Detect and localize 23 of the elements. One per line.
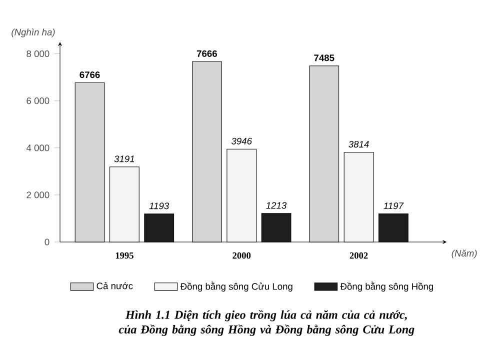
y-tick-label: 2 000 — [26, 192, 50, 198]
y-tick-label: 4 000 — [26, 144, 50, 152]
y-tick-label: 8 000 — [26, 50, 50, 58]
legend-label: Đồng bằng sông Hồng — [340, 282, 434, 292]
y-axis-title: (Nghìn ha) — [12, 28, 55, 38]
x-tick-label: 2002 — [350, 252, 368, 259]
y-tick-label: 6 000 — [26, 98, 50, 104]
legend-label: Cả nước — [96, 282, 133, 290]
data-label: 1193 — [149, 202, 170, 210]
data-label: 1213 — [266, 202, 287, 209]
data-label: 3814 — [348, 140, 369, 148]
x-axis-title: (Năm) — [452, 250, 477, 258]
text: Hình 1.1 Diện tích gieo trồng lúa cả năm của cả nước, của Đồng bằng sông Hồng và Đồng bằng sông Cửu Long — [118, 310, 414, 336]
data-label: 3191 — [114, 156, 134, 162]
data-label: 7485 — [314, 54, 334, 62]
data-label: 1197 — [384, 202, 404, 210]
data-label: 7666 — [196, 50, 217, 57]
data-label: 3946 — [231, 138, 252, 144]
y-tick-label: 0 — [44, 238, 50, 246]
data-label: 6766 — [80, 71, 100, 78]
x-tick-label: 1995 — [116, 252, 134, 259]
legend-label: Đồng bằng sông Cửu Long — [180, 282, 292, 292]
x-tick-label: 2000 — [232, 252, 251, 259]
